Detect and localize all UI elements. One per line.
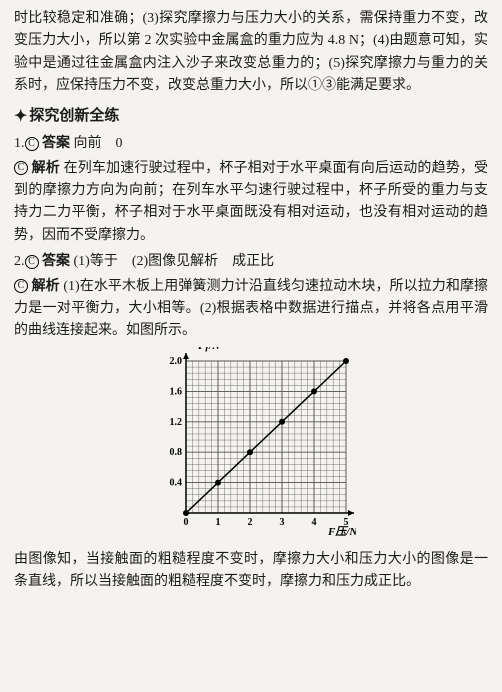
svg-text:0: 0 <box>184 517 189 528</box>
answer-label: 答案 <box>42 254 70 269</box>
svg-text:0.4: 0.4 <box>170 477 183 488</box>
friction-pressure-chart: 0123450.40.81.21.62.0Ff/NF压/N <box>146 347 356 537</box>
q2-analysis-text-a: (1)在水平木板上用弹簧测力计沿直线匀速拉动木块，所以拉力和摩擦力是一对平衡力，… <box>14 279 488 339</box>
circle-icon: C <box>14 161 28 175</box>
q1-answer-line: 1.C 答案 向前 0 <box>14 133 488 155</box>
q2-analysis-b: 由图像知，当接触面的粗糙程度不变时，摩擦力大小和压力大小的图像是一条直线，所以当… <box>14 549 488 594</box>
svg-text:1: 1 <box>216 517 221 528</box>
q1-analysis-text: 在列车加速行驶过程中，杯子相对于水平桌面有向后运动的趋势，受到的摩擦力方向为向前… <box>14 161 488 243</box>
q1-num: 1. <box>14 136 25 151</box>
svg-text:1.6: 1.6 <box>170 386 183 397</box>
circle-icon: C <box>25 255 39 269</box>
q1-analysis: C 解析 在列车加速行驶过程中，杯子相对于水平桌面有向后运动的趋势，受到的摩擦力… <box>14 158 488 248</box>
svg-text:2: 2 <box>248 517 253 528</box>
svg-text:0.8: 0.8 <box>170 447 183 458</box>
q2-answer-line: 2.C 答案 (1)等于 (2)图像见解析 成正比 <box>14 251 488 273</box>
q2-analysis-a: C 解析 (1)在水平木板上用弹簧测力计沿直线匀速拉动木块，所以拉力和摩擦力是一… <box>14 276 488 343</box>
star-icon: ✦ <box>14 104 27 130</box>
svg-text:3: 3 <box>280 517 285 528</box>
svg-text:F压/N: F压/N <box>327 526 356 537</box>
section-title: 探究创新全练 <box>29 104 119 128</box>
intro-paragraph: 时比较稳定和准确；(3)探究摩擦力与压力大小的关系，需保持重力不变，改变压力大小… <box>14 8 488 98</box>
q1-answer-text: 向前 0 <box>74 136 123 151</box>
svg-text:4: 4 <box>312 517 317 528</box>
analysis-label: 解析 <box>32 161 60 176</box>
answer-label: 答案 <box>42 136 70 151</box>
section-header: ✦ 探究创新全练 <box>14 104 488 130</box>
analysis-label: 解析 <box>32 279 60 294</box>
svg-text:2.0: 2.0 <box>170 356 183 367</box>
q2-num: 2. <box>14 254 25 269</box>
chart-container: 0123450.40.81.21.62.0Ff/NF压/N <box>14 347 488 545</box>
circle-icon: C <box>14 279 28 293</box>
circle-icon: C <box>25 137 39 151</box>
svg-text:1.2: 1.2 <box>170 416 183 427</box>
svg-text:Ff/N: Ff/N <box>197 347 221 352</box>
q2-answer-text: (1)等于 (2)图像见解析 成正比 <box>74 254 275 269</box>
